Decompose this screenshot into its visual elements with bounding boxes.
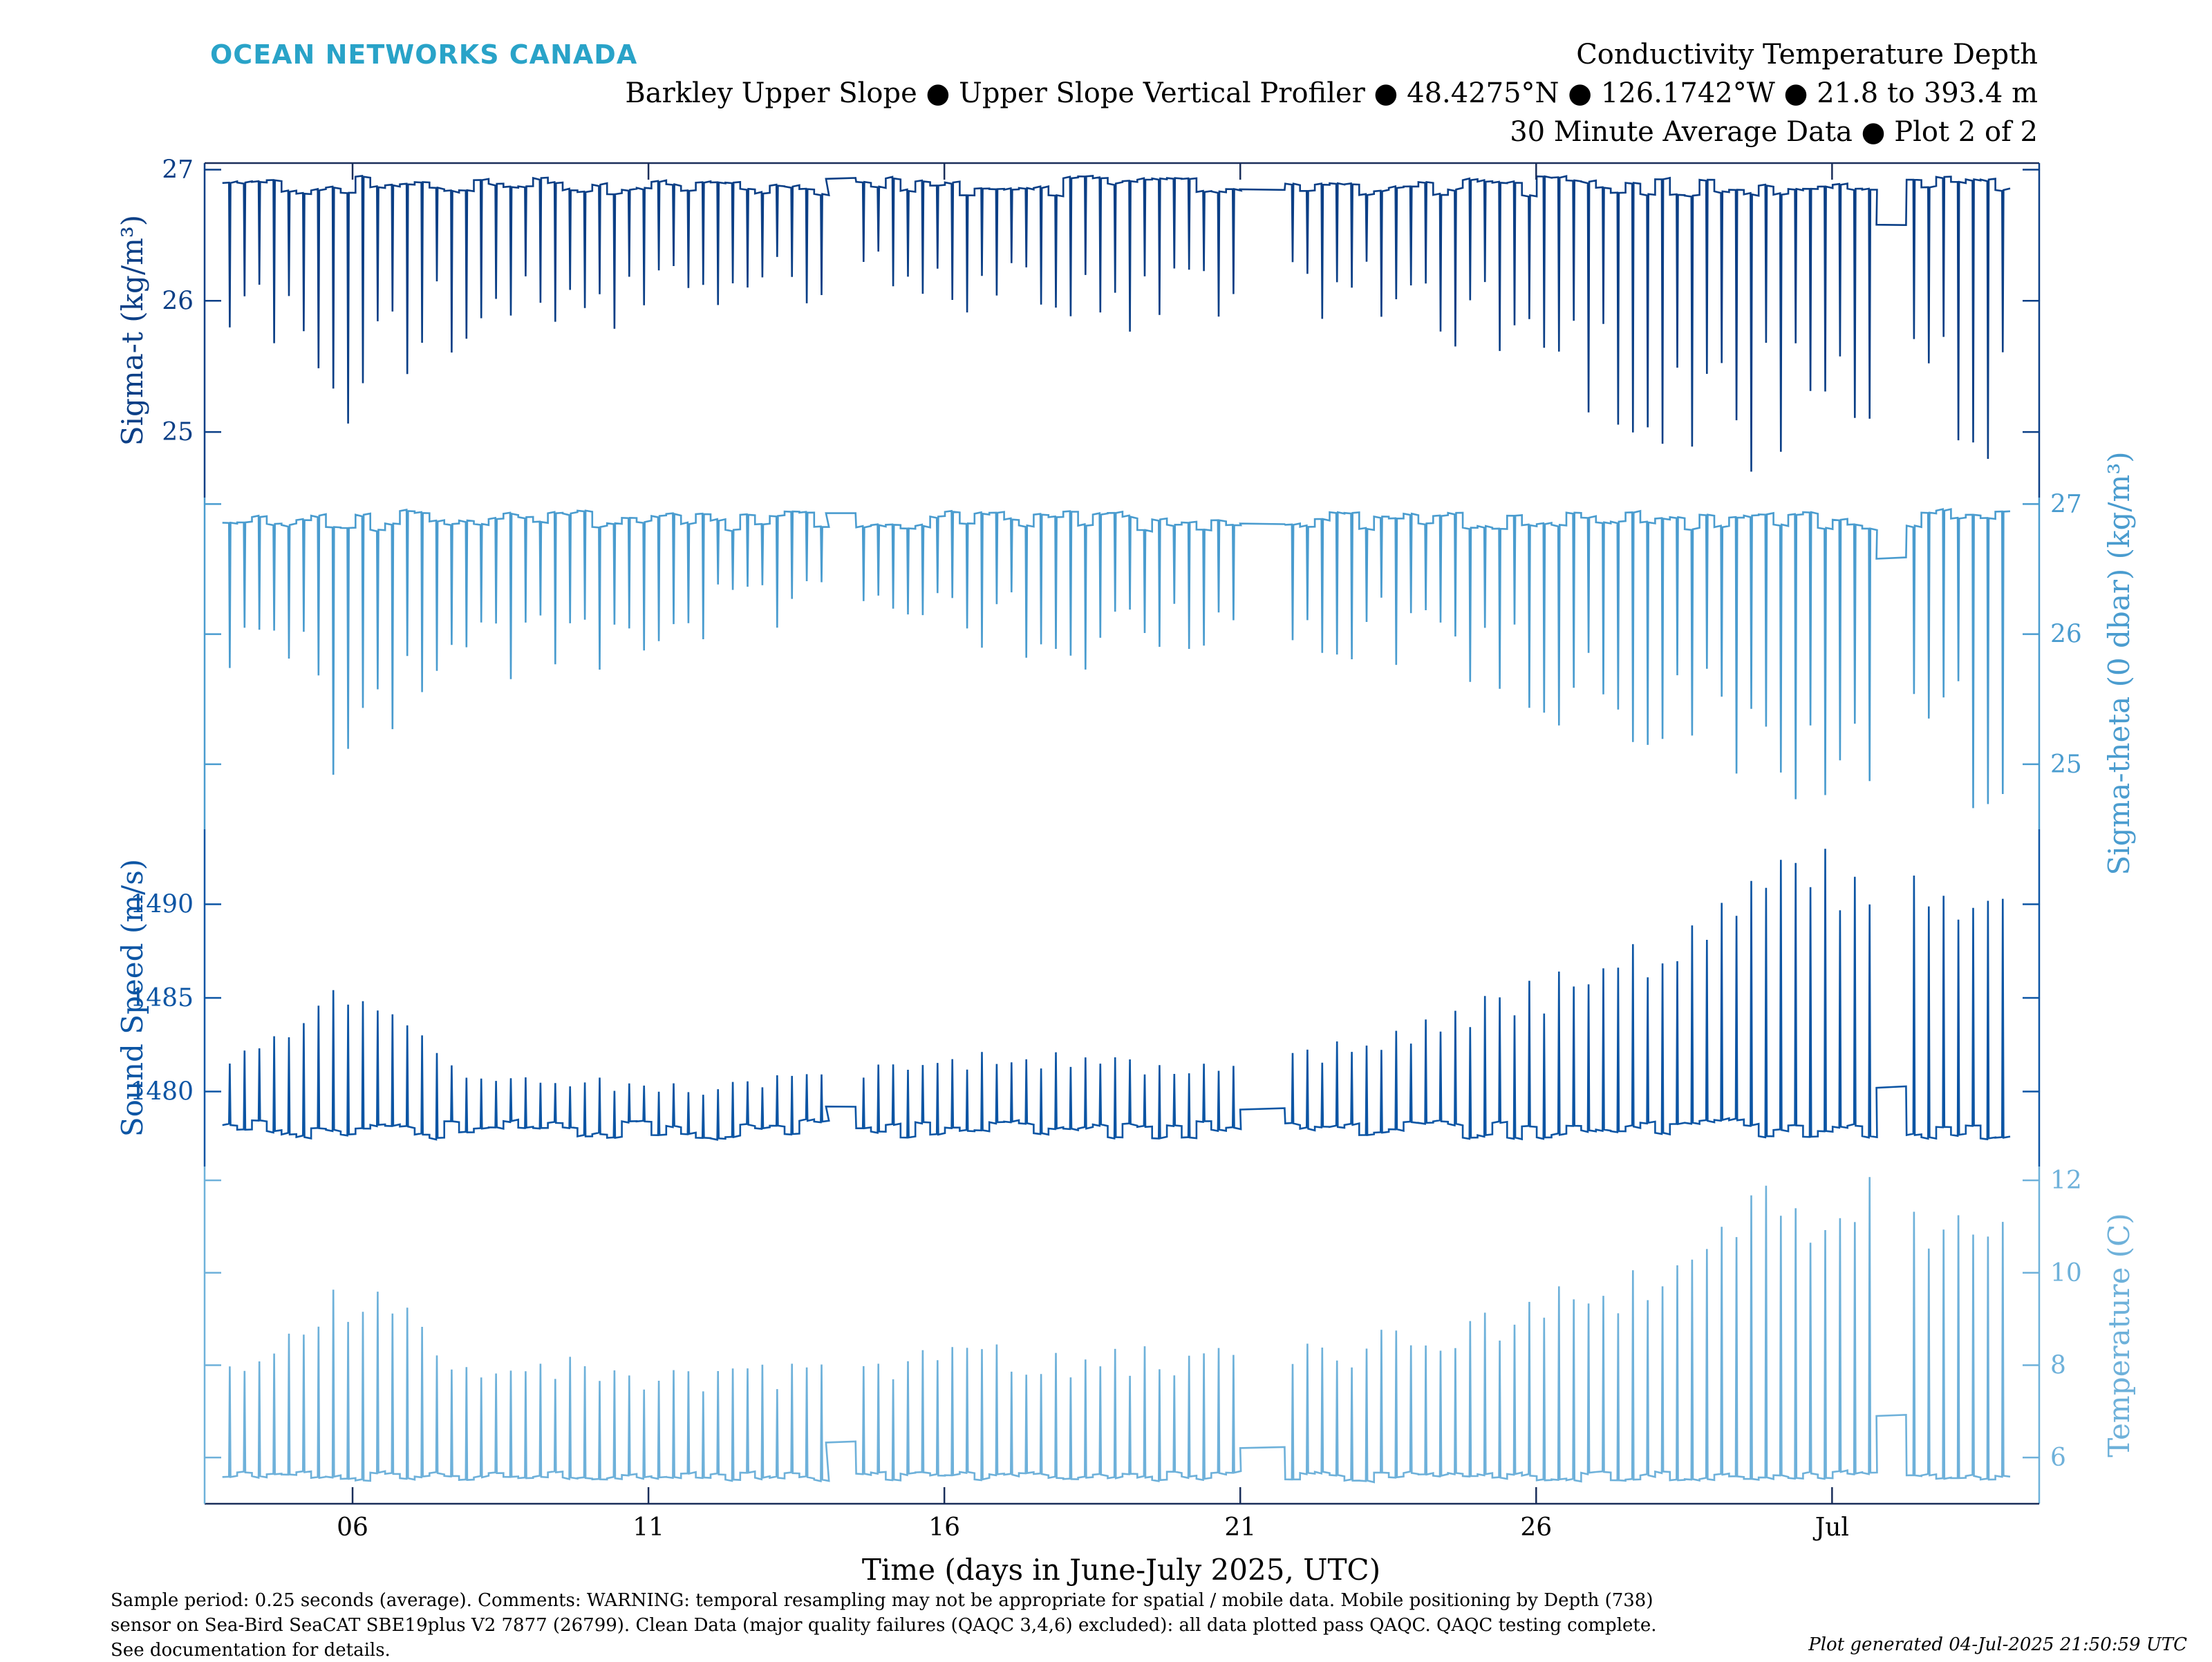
y-tick-label: 27 (2050, 490, 2082, 518)
axis-layer: 25 26 27 Sigma-t (kg/m³) 25 26 27 Sigma-theta (… (115, 155, 2136, 1542)
y-tick-label: 1485 (130, 984, 194, 1012)
y-tick-label: 25 (162, 418, 194, 446)
panel-sigma-t (222, 174, 2011, 472)
y-axis-label: Sigma-theta (0 dbar) (kg/m³) (2102, 451, 2136, 875)
y-tick-label: 12 (2050, 1167, 2082, 1195)
y-tick-label: 26 (2050, 621, 2082, 649)
y-axis-label: Sigma-t (kg/m³) (115, 215, 149, 446)
y-tick-label: 1490 (130, 890, 194, 918)
x-tick-label: 16 (928, 1513, 960, 1542)
panel-temperature (222, 1177, 2011, 1484)
y-axis-temperature: 6 8 10 12 Temperature (C) (205, 1167, 2136, 1504)
y-axis-label: Sound Speed (m/s) (115, 859, 149, 1137)
footer-note-2: sensor on Sea-Bird SeaCAT SBE19plus V2 7… (111, 1615, 1657, 1636)
y-tick-label: 8 (2050, 1351, 2066, 1379)
x-tick-label: 06 (337, 1513, 368, 1542)
y-tick-label: 10 (2050, 1259, 2082, 1287)
y-tick-label: 6 (2050, 1444, 2066, 1472)
y-tick-label: 27 (162, 155, 194, 184)
series-line-sigma-theta (222, 508, 2011, 809)
chart-title: Conductivity Temperature Depth (1576, 39, 2038, 70)
y-tick-label: 26 (162, 287, 194, 315)
panel-sound-speed (222, 849, 2011, 1141)
x-tick-label: 11 (632, 1513, 664, 1542)
y-axis-sigma-t: 25 26 27 Sigma-t (kg/m³) (115, 155, 2039, 498)
footer-note-3: See documentation for details. (111, 1640, 391, 1659)
logo-text: OCEAN NETWORKS CANADA (210, 39, 637, 70)
plot-generated: Plot generated 04-Jul-2025 21:50:59 UTC (1808, 1634, 2187, 1655)
y-axis-sigma-theta: 25 26 27 Sigma-theta (0 dbar) (kg/m³) (205, 451, 2136, 876)
panel-sigma-theta (222, 508, 2011, 809)
y-tick-label: 25 (2050, 750, 2082, 779)
chart-subtitle: Barkley Upper Slope ● Upper Slope Vertic… (625, 77, 2038, 109)
chart-subtitle-2: 30 Minute Average Data ● Plot 2 of 2 (1510, 116, 2038, 148)
x-tick-label: 26 (1520, 1513, 1552, 1542)
series-line-temperature (222, 1177, 2011, 1484)
x-tick-label: Jul (1812, 1513, 1849, 1542)
footer-note-1: Sample period: 0.25 seconds (average). C… (111, 1590, 1653, 1611)
plot-layer (222, 174, 2011, 1484)
series-line-sigma-t (222, 174, 2011, 472)
y-tick-label: 1480 (130, 1078, 194, 1106)
y-axis-label: Temperature (C) (2102, 1213, 2136, 1457)
x-axis-label: Time (days in June-July 2025, UTC) (862, 1553, 1380, 1587)
x-tick-label: 21 (1224, 1513, 1256, 1542)
series-line-sound-speed (222, 849, 2011, 1141)
